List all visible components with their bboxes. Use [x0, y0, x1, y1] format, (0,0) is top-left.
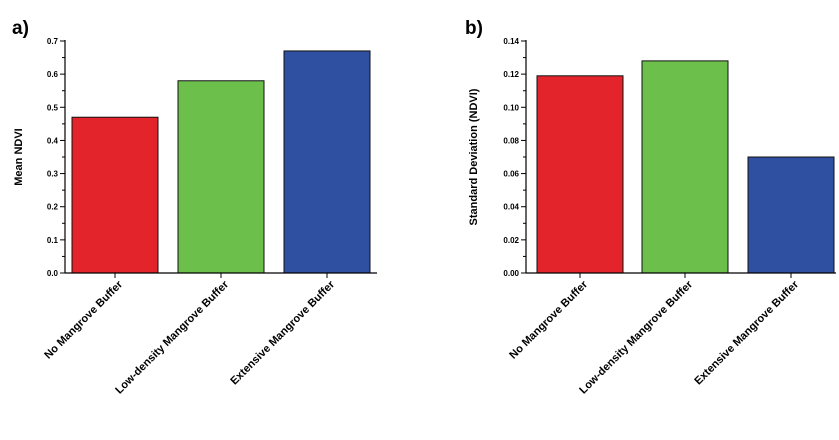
panel-a-ytick-label: 0.0: [47, 269, 59, 278]
panel-b-ytick-label: 0.02: [503, 236, 519, 245]
panel-a-ytick-label: 0.7: [47, 37, 59, 46]
panel-a-bars: [71, 50, 371, 274]
panel-a-ytick-label: 0.2: [47, 203, 59, 212]
panel-b-ytick-label: 0.00: [503, 269, 519, 278]
panel-b-ytick-label: 0.06: [503, 170, 519, 179]
panel-b-ytick-label: 0.14: [503, 37, 519, 46]
panel-a-ytick-label: 0.6: [47, 70, 59, 79]
panel-a-y-axis-label: Mean NDVI: [13, 128, 25, 185]
panel-b-label: b): [465, 18, 483, 39]
panel-a-bar: [71, 116, 159, 274]
panel-b-xtick-label: No Mangrove Buffer: [507, 278, 590, 361]
panel-a-y-ticks: 0.0 0.1 0.2 0.3 0.4 0.5 0.6 0.7: [47, 37, 65, 278]
panel-a-ytick-label: 0.5: [47, 103, 59, 112]
panel-a-xtick-label: No Mangrove Buffer: [42, 278, 125, 361]
panel-a-ytick-label: 0.3: [47, 170, 59, 179]
panel-b-xtick-label: Low-density Mangrove Buffer: [577, 278, 695, 396]
panel-b-bars: [536, 60, 835, 274]
panel-b-bar: [536, 75, 624, 274]
panel-b-y-axis-label: Standard Deviation (NDVI): [468, 88, 480, 225]
panel-b-bar: [641, 60, 729, 274]
panel-a-xtick-label: Extensive Mangrove Buffer: [228, 278, 337, 387]
panel-a: a) Mean NDVI 0.0 0.1 0.2 0.3 0.4 0.5 0.6 0.7 No…: [12, 18, 377, 396]
panel-b-ytick-label: 0.08: [503, 136, 519, 145]
panel-a-ytick-label: 0.1: [47, 236, 59, 245]
panel-b-y-ticks: 0.00 0.02 0.04 0.06 0.08 0.10 0.12 0.14: [503, 37, 526, 278]
panel-b-ytick-label: 0.12: [503, 70, 519, 79]
panel-b: b) Standard Deviation (NDVI) 0.000.020.0…: [465, 18, 836, 396]
panel-b-xtick-label: Extensive Mangrove Buffer: [692, 278, 801, 387]
panel-a-bar: [177, 80, 265, 274]
panel-a-ytick-label: 0.4: [47, 136, 59, 145]
panel-a-bar: [283, 50, 371, 274]
panel-b-bar: [747, 156, 835, 274]
panel-b-ytick-label: 0.10: [503, 103, 519, 112]
panel-b-ytick-label: 0.04: [503, 203, 519, 212]
panel-a-xtick-label: Low-density Mangrove Buffer: [113, 278, 231, 396]
panel-a-label: a): [12, 18, 29, 39]
